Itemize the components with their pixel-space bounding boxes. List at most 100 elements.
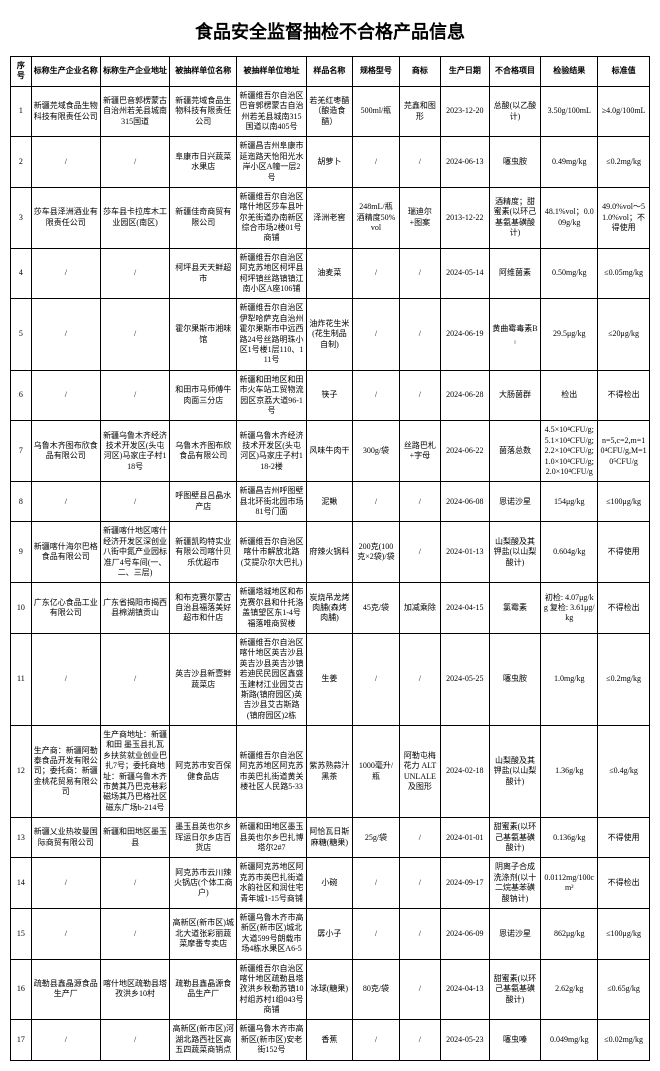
table-cell: / xyxy=(399,248,440,299)
table-cell: 新疆乂业热妆曼国际商贸有限公司 xyxy=(31,818,100,858)
table-cell: 冰球(糖果) xyxy=(306,959,353,1020)
table-cell: 孱小子 xyxy=(306,908,353,959)
table-cell: 新疆维吾尔自治区喀什地区英吉沙县英吉沙县英吉沙镇若迪民民园区鑫盛玉建材江业园艾古… xyxy=(237,633,306,725)
table-cell: 1.0mg/kg xyxy=(541,633,598,725)
table-cell: / xyxy=(353,633,400,725)
table-cell: 8 xyxy=(11,482,32,522)
table-cell: 新疆芫域食品生物科技有限责任公司 xyxy=(170,86,237,137)
table-cell: 不得使用 xyxy=(598,818,650,858)
table-cell: 新疆喀什地区喀什经济开发区深创业八街中氮产业园标准厂4号车间(一、二、三层) xyxy=(100,522,169,583)
inspection-table: 序号 标称生产企业名称 标称生产企业地址 被抽样单位名称 被抽样单位地址 样品名… xyxy=(10,56,650,1061)
table-cell: 和田市马师傅牛肉面三分店 xyxy=(170,370,237,421)
table-cell: 小碗 xyxy=(306,858,353,909)
table-cell: 13 xyxy=(11,818,32,858)
table-cell: / xyxy=(353,908,400,959)
table-row: 2//阜康市日兴蔬菜水果店新疆昌吉州阜康市延迤路天怡阳光水岸小区A幢一层2号胡萝… xyxy=(11,137,650,188)
col-brand: 商标 xyxy=(399,57,440,87)
table-cell: / xyxy=(399,959,440,1020)
col-result: 检验结果 xyxy=(541,57,598,87)
table-cell: 乌鲁木齐图布欣食品有限公司 xyxy=(170,421,237,482)
table-cell: 2024-05-25 xyxy=(441,633,490,725)
table-cell: 2024-05-23 xyxy=(441,1020,490,1060)
table-cell: 新疆佳奇商贸有限公司 xyxy=(170,187,237,248)
table-cell: 呼图壁县吕晶水产店 xyxy=(170,482,237,522)
table-cell: / xyxy=(399,1020,440,1060)
table-cell: 154μg/kg xyxy=(541,482,598,522)
table-cell: 总酸(以乙酸计) xyxy=(489,86,541,137)
table-cell: 柯坪县天天鲜超市 xyxy=(170,248,237,299)
table-cell: 广东亿心食品工业有限公司 xyxy=(31,583,100,634)
table-row: 15//高新区(新市区)城北大道张彩丽蔬菜摩番专卖店新疆乌鲁木齐市高新区(新市区… xyxy=(11,908,650,959)
table-cell: 阿克苏市安百保健食品店 xyxy=(170,726,237,818)
table-cell: 阴离子合成洗涤剂(以十二烷基苯磺酸钠计) xyxy=(489,858,541,909)
table-cell: 29.5μg/kg xyxy=(541,299,598,370)
table-cell: 加减乘除 xyxy=(399,583,440,634)
table-row: 7乌鲁木齐图布欣食品有限公司新疆乌鲁木齐经济技术开发区(头屯河区)马家庄子村11… xyxy=(11,421,650,482)
table-cell: 阿恰瓦日斯麻糖(糖果) xyxy=(306,818,353,858)
table-cell: / xyxy=(353,482,400,522)
table-cell: / xyxy=(100,370,169,421)
table-row: 14//阿克苏市云川辣火锅店(个体工商户)新疆阿克苏地区阿克苏市英巴扎街道水韵社… xyxy=(11,858,650,909)
table-cell: 2013-12-22 xyxy=(441,187,490,248)
table-cell: / xyxy=(100,908,169,959)
table-row: 13新疆乂业热妆曼国际商贸有限公司新疆和田地区墨玉县墨玉县英也尔乡珲运日尔乡店百… xyxy=(11,818,650,858)
table-cell: 新疆凯昀特实业有限公司喀什贝乐优超市 xyxy=(170,522,237,583)
table-cell: / xyxy=(31,299,100,370)
page-title: 食品安全监督抽检不合格产品信息 xyxy=(10,18,650,44)
table-cell: 11 xyxy=(11,633,32,725)
table-row: 4//柯坪县天天鲜超市新疆维吾尔自治区阿克苏地区柯坪县柯坪镇丝路镇镇江南小区A座… xyxy=(11,248,650,299)
table-cell: 墨玉县英也尔乡珲运日尔乡店百货店 xyxy=(170,818,237,858)
table-cell: / xyxy=(353,370,400,421)
table-cell: 49.0%vol～51.0%vol；不得使用 xyxy=(598,187,650,248)
table-cell: 45克/袋 xyxy=(353,583,400,634)
table-cell: / xyxy=(399,137,440,188)
table-cell: 高新区(新市区)河湖北路西社区高五四蔬菜商销点 xyxy=(170,1020,237,1060)
table-cell: 瑞迪尔+图案 xyxy=(399,187,440,248)
table-cell: 7 xyxy=(11,421,32,482)
table-cell: 黄曲霉毒素B₁ xyxy=(489,299,541,370)
table-cell: / xyxy=(399,370,440,421)
col-sampled-addr: 被抽样单位地址 xyxy=(237,57,306,87)
table-cell: 泽洲老窖 xyxy=(306,187,353,248)
table-cell: / xyxy=(31,137,100,188)
table-cell: 2024-01-01 xyxy=(441,818,490,858)
table-header-row: 序号 标称生产企业名称 标称生产企业地址 被抽样单位名称 被抽样单位地址 样品名… xyxy=(11,57,650,87)
table-cell: 不得检出 xyxy=(598,858,650,909)
table-cell: / xyxy=(100,299,169,370)
table-cell: 80克/袋 xyxy=(353,959,400,1020)
col-item: 不合格项目 xyxy=(489,57,541,87)
table-cell: 5 xyxy=(11,299,32,370)
table-cell: 乌鲁木齐图布欣食品有限公司 xyxy=(31,421,100,482)
table-cell: 初检: 4.07μg/kg 复检: 3.61μg/kg xyxy=(541,583,598,634)
table-cell: 新疆和田地区墨玉县 xyxy=(100,818,169,858)
table-cell: 阜康市日兴蔬菜水果店 xyxy=(170,137,237,188)
table-cell: / xyxy=(353,137,400,188)
col-std: 标准值 xyxy=(598,57,650,87)
table-cell: 大肠菌群 xyxy=(489,370,541,421)
table-cell: 不得检出 xyxy=(598,583,650,634)
col-sample: 样品名称 xyxy=(306,57,353,87)
table-cell: / xyxy=(100,248,169,299)
table-cell: 喀什地区疏勒县塔孜洪乡10村 xyxy=(100,959,169,1020)
table-cell: 噻虫胺 xyxy=(489,633,541,725)
table-cell: 2024-01-13 xyxy=(441,522,490,583)
table-cell: 2024-06-08 xyxy=(441,482,490,522)
table-cell: 紫苏熟蒜汁黑茶 xyxy=(306,726,353,818)
table-cell: 2024-04-13 xyxy=(441,959,490,1020)
table-cell: 新疆乌鲁木齐经济技术开发区(头屯河区)马家庄子村118-2楼 xyxy=(237,421,306,482)
table-row: 12生产商：新疆阿勒泰食品开发有限公司；委托商：新疆金桃花贸易有限公司生产商地址… xyxy=(11,726,650,818)
table-cell: 300g/袋 xyxy=(353,421,400,482)
table-cell: ≤100μg/kg xyxy=(598,482,650,522)
table-cell: 0.49mg/kg xyxy=(541,137,598,188)
table-cell: / xyxy=(353,299,400,370)
table-cell: 新疆维吾尔自治区阿克苏地区阿克苏市英巴扎街道黄关楼社区人民路5-33 xyxy=(237,726,306,818)
table-cell: 山梨酸及其钾盐(以山梨酸计) xyxy=(489,522,541,583)
col-sampled-name: 被抽样单位名称 xyxy=(170,57,237,87)
table-cell: 新疆阿克苏地区阿克苏市英巴扎街道水韵社区和润住宅青年城1-15号商铺 xyxy=(237,858,306,909)
col-spec: 规格型号 xyxy=(353,57,400,87)
table-cell: 山梨酸及其钾盐(以山梨酸计) xyxy=(489,726,541,818)
table-cell: 862μg/kg xyxy=(541,908,598,959)
table-cell: 4.5×10⁴CFU/g;5.1×10⁴CFU/g;2.2×10⁴CFU/g;1… xyxy=(541,421,598,482)
table-cell: n=5,c=2,m=10⁴CFU/g,M=10⁵CFU/g xyxy=(598,421,650,482)
table-cell: 生产商：新疆阿勒泰食品开发有限公司；委托商：新疆金桃花贸易有限公司 xyxy=(31,726,100,818)
